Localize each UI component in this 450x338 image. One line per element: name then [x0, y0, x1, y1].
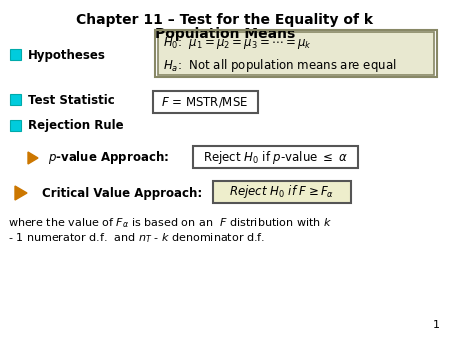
- Text: where the value of $F_{\alpha}$ is based on an  $\it{F}$ distribution with $\it{: where the value of $F_{\alpha}$ is based…: [8, 216, 332, 230]
- Text: $H_0$:  $\mu_1 = \mu_2 = \mu_3 = \cdots = \mu_k$: $H_0$: $\mu_1 = \mu_2 = \mu_3 = \cdots =…: [163, 35, 312, 51]
- FancyBboxPatch shape: [153, 91, 258, 113]
- Polygon shape: [28, 152, 38, 164]
- Text: $H_a$:  Not all population means are equal: $H_a$: Not all population means are equa…: [163, 57, 396, 74]
- Text: Critical Value Approach:: Critical Value Approach:: [42, 187, 202, 199]
- FancyBboxPatch shape: [10, 94, 21, 105]
- Text: Test Statistic: Test Statistic: [28, 94, 115, 106]
- Text: $\it{F}$ = MSTR/MSE: $\it{F}$ = MSTR/MSE: [162, 95, 248, 109]
- FancyBboxPatch shape: [193, 146, 358, 168]
- FancyBboxPatch shape: [158, 32, 434, 75]
- Text: Reject $H_0$ if $F \geq F_{\alpha}$: Reject $H_0$ if $F \geq F_{\alpha}$: [230, 184, 335, 200]
- Polygon shape: [15, 186, 27, 200]
- Text: Rejection Rule: Rejection Rule: [28, 120, 124, 132]
- FancyBboxPatch shape: [213, 181, 351, 203]
- Text: - 1 numerator d.f.  and $n_T$ - $\it{k}$ denominator d.f.: - 1 numerator d.f. and $n_T$ - $\it{k}$ …: [8, 231, 265, 245]
- FancyBboxPatch shape: [10, 49, 21, 60]
- Text: Population Means: Population Means: [155, 27, 295, 41]
- Text: Reject $H_0$ if $\it{p}$-value $\leq$ $\alpha$: Reject $H_0$ if $\it{p}$-value $\leq$ $\…: [203, 148, 349, 166]
- Text: Hypotheses: Hypotheses: [28, 48, 106, 62]
- Text: $\it{p}$-value Approach:: $\it{p}$-value Approach:: [48, 149, 169, 167]
- FancyBboxPatch shape: [10, 120, 21, 131]
- Text: Chapter 11 – Test for the Equality of k: Chapter 11 – Test for the Equality of k: [76, 13, 373, 27]
- Text: 1: 1: [433, 320, 440, 330]
